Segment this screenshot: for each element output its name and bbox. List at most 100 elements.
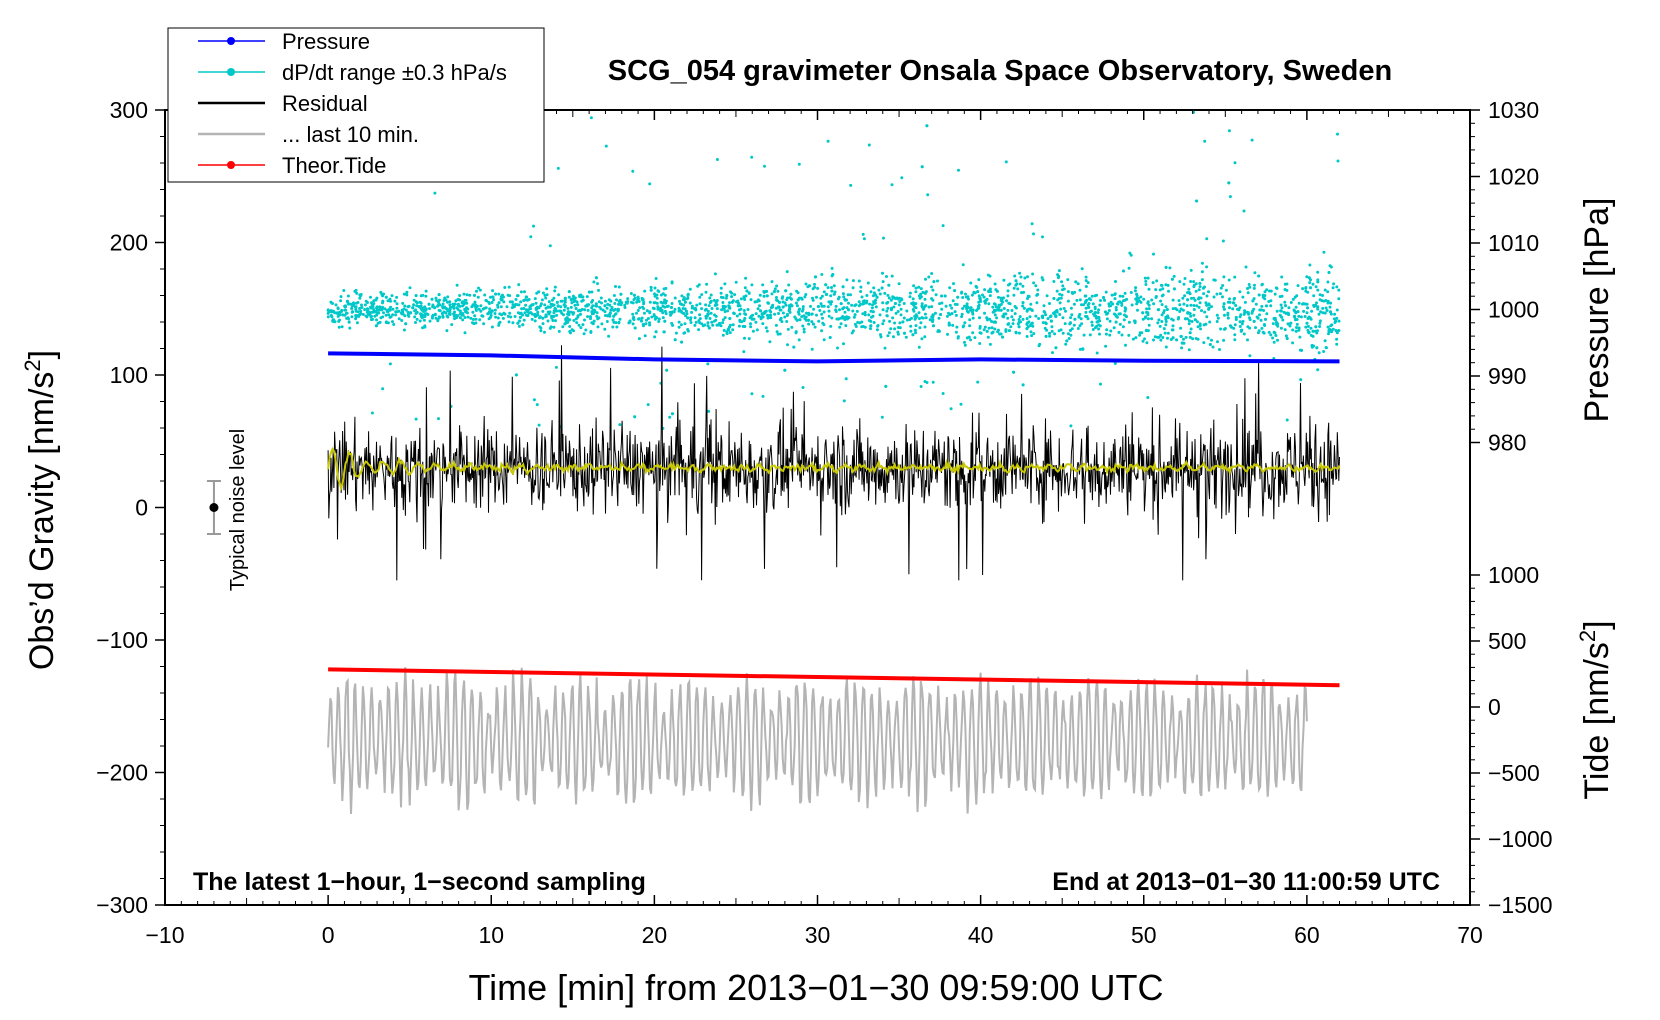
dpdt-point [1229, 325, 1233, 329]
dpdt-point [710, 320, 714, 324]
dpdt-point [543, 293, 547, 297]
pressure-series [328, 351, 1340, 364]
dpdt-point [1325, 309, 1329, 312]
dpdt-point [522, 318, 526, 322]
dpdt-point [770, 305, 774, 309]
dpdt-point [920, 302, 924, 306]
dpdt-point [1280, 275, 1284, 279]
dpdt-point [1178, 303, 1182, 307]
dpdt-point [816, 286, 820, 290]
dpdt-point [536, 310, 540, 314]
theor-tide-line [328, 667, 1340, 688]
dpdt-point [1242, 312, 1246, 316]
dpdt-point [1304, 325, 1308, 329]
dpdt-point [769, 316, 773, 320]
dpdt-point [479, 304, 483, 308]
dpdt-point [1200, 270, 1204, 274]
dpdt-point [1212, 295, 1216, 299]
dpdt-point [964, 292, 967, 296]
dpdt-point [743, 312, 747, 316]
dpdt-point [517, 283, 521, 287]
dpdt-point [704, 290, 708, 294]
dpdt-point [413, 315, 417, 319]
dpdt-point [887, 283, 891, 287]
dpdt-point [975, 285, 979, 289]
dpdt-point [1275, 287, 1279, 290]
y-axis-label-left-end: ] [23, 350, 61, 359]
dpdt-point [940, 307, 944, 311]
dpdt-point [1127, 333, 1131, 337]
dpdt-point [1061, 284, 1065, 288]
dpdt-point [579, 293, 583, 297]
dpdt-point [905, 318, 909, 322]
dpdt-point [1182, 282, 1186, 286]
dpdt-point [934, 293, 938, 297]
dpdt-point [1152, 252, 1155, 256]
dpdt-point [993, 313, 997, 317]
dpdt-point [1069, 306, 1073, 310]
dpdt-point [1327, 271, 1331, 274]
dpdt-point [510, 300, 514, 304]
dpdt-point [1131, 337, 1135, 341]
dpdt-point [987, 326, 991, 330]
dpdt-point [955, 303, 959, 306]
dpdt-point [1233, 161, 1237, 165]
dpdt-point [370, 314, 373, 318]
dpdt-point [1287, 306, 1291, 310]
dpdt-point [926, 193, 930, 197]
dpdt-point [1329, 301, 1333, 305]
dpdt-point [583, 318, 586, 322]
dpdt-point [417, 305, 421, 308]
dpdt-point [572, 311, 576, 315]
dpdt-point [339, 299, 343, 303]
dpdt-point [1087, 305, 1091, 309]
dpdt-point [604, 144, 608, 148]
dpdt-point [1123, 291, 1127, 295]
dpdt-point [1205, 237, 1209, 241]
dpdt-point [911, 308, 915, 311]
dpdt-point [789, 297, 793, 301]
dpdt-point [487, 300, 491, 304]
dpdt-point [545, 287, 549, 291]
dpdt-point [1187, 348, 1191, 352]
dpdt-point [1099, 382, 1102, 386]
dpdt-point [1303, 315, 1307, 318]
dpdt-point [954, 313, 958, 317]
dpdt-point [841, 285, 845, 289]
dpdt-point [1029, 330, 1033, 334]
dpdt-point [796, 298, 800, 302]
dpdt-point [354, 307, 358, 311]
dpdt-point [924, 290, 928, 294]
dpdt-point [1219, 327, 1223, 331]
dpdt-point [1055, 289, 1059, 293]
dpdt-point [1104, 310, 1107, 314]
dpdt-point [759, 309, 763, 313]
dpdt-point [1160, 320, 1164, 323]
dpdt-point [496, 316, 500, 320]
dpdt-point [1232, 326, 1236, 330]
dpdt-point [1239, 329, 1243, 332]
dpdt-point [594, 302, 598, 306]
dpdt-point [783, 315, 787, 319]
dpdt-point [337, 325, 341, 329]
dpdt-point [830, 266, 834, 270]
dpdt-point [917, 345, 921, 349]
dpdt-point [1291, 297, 1295, 301]
dpdt-point [1180, 341, 1184, 345]
dpdt-point [878, 292, 882, 296]
dpdt-point [475, 304, 479, 308]
dpdt-point [541, 322, 545, 326]
dpdt-point [931, 298, 935, 302]
dpdt-point [1152, 338, 1155, 342]
dpdt-point [546, 310, 550, 314]
dpdt-point [809, 304, 812, 308]
dpdt-point [960, 312, 964, 316]
dpdt-point [820, 273, 824, 276]
dpdt-point [1215, 292, 1219, 296]
dpdt-point [1159, 283, 1163, 287]
dpdt-point [1199, 327, 1202, 331]
dpdt-point [1316, 288, 1320, 292]
dpdt-point [1099, 299, 1102, 302]
dpdt-point [1334, 319, 1338, 323]
dpdt-point [1054, 346, 1058, 350]
